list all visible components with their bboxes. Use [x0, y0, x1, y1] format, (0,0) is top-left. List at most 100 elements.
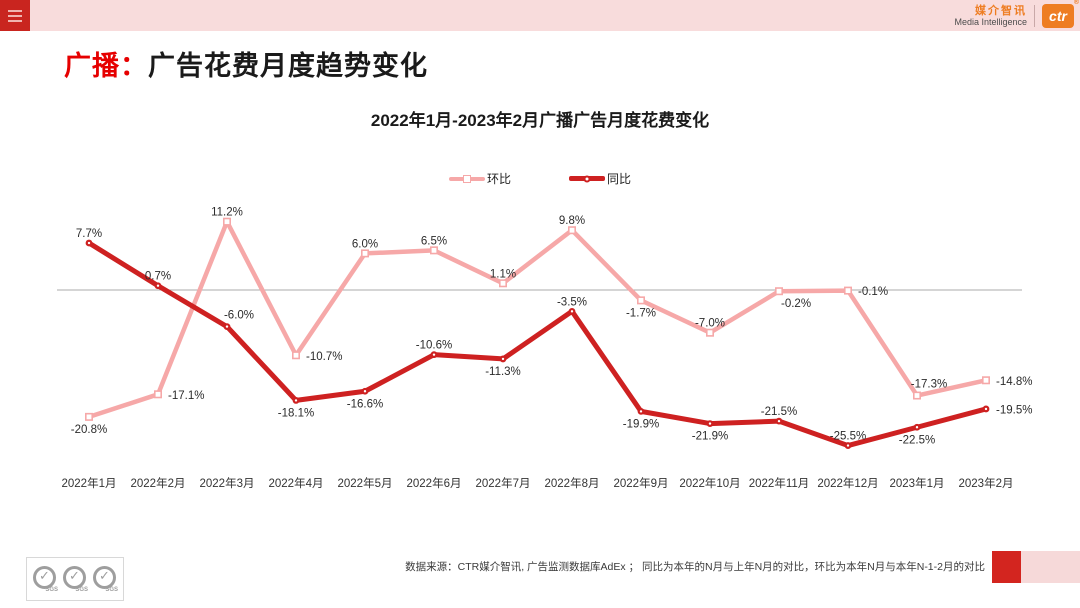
- yoy-marker-center: [708, 422, 712, 425]
- sgs-stamp-icon: SGS: [32, 563, 58, 595]
- sgs-check-icon: [93, 566, 116, 589]
- yoy-data-label: -18.1%: [278, 407, 314, 419]
- yoy-data-label: -10.6%: [416, 340, 452, 352]
- x-axis-label: 2022年12月: [817, 476, 878, 490]
- mom-marker: [912, 391, 921, 400]
- x-axis-label: 2022年10月: [679, 476, 740, 490]
- mom-data-label: 9.8%: [559, 215, 585, 227]
- registered-mark: ®: [1073, 0, 1079, 6]
- yoy-marker-center: [570, 310, 574, 313]
- mom-line: [86, 219, 989, 420]
- yoy-data-label: -11.3%: [485, 366, 521, 378]
- corner-accent-red: [992, 551, 1021, 583]
- mom-series-line-icon: [448, 174, 485, 183]
- yoy-data-label: -21.9%: [692, 431, 728, 443]
- mom-data-label: 6.5%: [421, 235, 447, 247]
- yoy-marker-center: [846, 444, 850, 447]
- sgs-label: SGS: [75, 587, 88, 593]
- sgs-certification-logos: SGS SGS SGS: [26, 557, 124, 601]
- menu-bar: [8, 14, 22, 17]
- x-axis-label: 2022年7月: [476, 476, 531, 490]
- mom-marker: [291, 351, 300, 360]
- page-title-text: 广告花费月度趋势变化: [148, 51, 428, 81]
- data-labels: -20.8% -17.1% 11.2% -10.7% 6.0% 6.5% 1.1% 9.8% -…: [71, 207, 1033, 447]
- mom-data-label: 6.0%: [352, 238, 378, 250]
- x-axis-label: 2022年3月: [200, 476, 255, 490]
- sgs-label: SGS: [105, 587, 118, 593]
- legend-item-yoy: 同比: [569, 170, 631, 187]
- chart-title: 2022年1月-2023年2月广播广告月度花费变化: [370, 111, 710, 130]
- x-axis-label: 2022年5月: [338, 476, 393, 490]
- mom-marker: [223, 217, 232, 226]
- mom-marker: [981, 376, 990, 385]
- yoy-marker-center: [501, 357, 505, 361]
- page-title: 广播：广告花费月度趋势变化: [64, 44, 428, 83]
- yoy-data-label: -19.5%: [996, 404, 1032, 416]
- brand: 媒介智讯 Media Intelligence ctr ®: [954, 0, 1079, 29]
- mom-marker: [429, 246, 438, 255]
- chart-legend: 环比 同比: [0, 170, 1080, 187]
- mom-marker: [567, 226, 576, 235]
- mom-data-label: -20.8%: [71, 424, 107, 436]
- yoy-marker-center: [984, 407, 988, 411]
- yoy-marker-center: [294, 399, 298, 402]
- mom-data-label: -0.1%: [858, 286, 888, 298]
- x-axis-label: 2023年2月: [959, 476, 1014, 490]
- yoy-data-label: -22.5%: [899, 434, 935, 446]
- menu-bar: [8, 19, 22, 22]
- mom-marker: [154, 390, 163, 399]
- yoy-data-label: 7.7%: [76, 228, 102, 240]
- yoy-marker-center: [777, 419, 781, 423]
- mom-data-label: -14.8%: [996, 376, 1032, 388]
- yoy-marker-center: [363, 390, 367, 393]
- mom-marker: [498, 279, 507, 288]
- yoy-marker-center: [87, 241, 91, 245]
- x-axis-label: 2022年2月: [131, 476, 186, 490]
- brand-divider: [1034, 5, 1035, 27]
- x-axis-label: 2022年11月: [749, 476, 810, 490]
- mom-data-label: -17.1%: [168, 390, 204, 402]
- sgs-check-icon: [63, 566, 86, 589]
- x-axis-label: 2023年1月: [890, 476, 945, 490]
- brand-text: 媒介智讯 Media Intelligence: [954, 5, 1027, 28]
- footer-source-note: 数据来源：CTR媒介智讯, 广告监测数据库AdEx ； 同比为本年的N月与上年N…: [405, 561, 985, 573]
- mom-data-label: 11.2%: [211, 207, 243, 219]
- legend-label-mom: 环比: [486, 172, 511, 186]
- mom-marker: [843, 286, 852, 295]
- sgs-label: SGS: [45, 587, 58, 593]
- x-axis-label: 2022年4月: [269, 476, 324, 490]
- yoy-marker-center: [432, 353, 436, 356]
- x-axis-label: 2022年9月: [614, 476, 669, 490]
- mom-data-label: -7.0%: [695, 318, 725, 330]
- mom-data-label: -10.7%: [306, 351, 342, 363]
- mom-marker: [360, 249, 369, 258]
- line-chart: 2022年1月 2022年2月 2022年3月 2022年4月 2022年5月 2022年…: [57, 207, 1033, 490]
- yoy-marker-center: [915, 426, 919, 429]
- legend-label-yoy: 同比: [607, 172, 632, 186]
- legend-item-mom: 环比: [448, 170, 511, 187]
- mom-marker: [774, 287, 783, 296]
- mom-marker: [636, 296, 645, 305]
- yoy-marker-center: [225, 325, 229, 328]
- yoy-data-label: -19.9%: [623, 418, 659, 430]
- yoy-data-label: -6.0%: [224, 310, 254, 322]
- yoy-data-label: -3.5%: [557, 296, 587, 308]
- ctr-logo-icon: ctr ®: [1042, 0, 1079, 28]
- ctr-logo-text: ctr: [1049, 8, 1067, 24]
- yoy-data-label: -21.5%: [761, 406, 797, 418]
- yoy-data-label: 0.7%: [145, 271, 171, 283]
- yoy-line: [86, 240, 989, 449]
- yoy-marker-center: [639, 410, 643, 413]
- yoy-series-line-icon: [569, 175, 605, 182]
- mom-data-label: -1.7%: [626, 307, 656, 319]
- menu-bar: [8, 9, 22, 12]
- mom-data-label: -17.3%: [911, 379, 947, 391]
- yoy-marker-center: [156, 284, 160, 287]
- sgs-check-icon: [33, 566, 56, 589]
- menu-icon[interactable]: [0, 0, 30, 31]
- x-axis-label: 2022年8月: [545, 476, 600, 490]
- mom-marker: [705, 328, 714, 337]
- page-title-highlight: 广播：: [64, 51, 148, 81]
- sgs-stamp-icon: SGS: [92, 563, 118, 595]
